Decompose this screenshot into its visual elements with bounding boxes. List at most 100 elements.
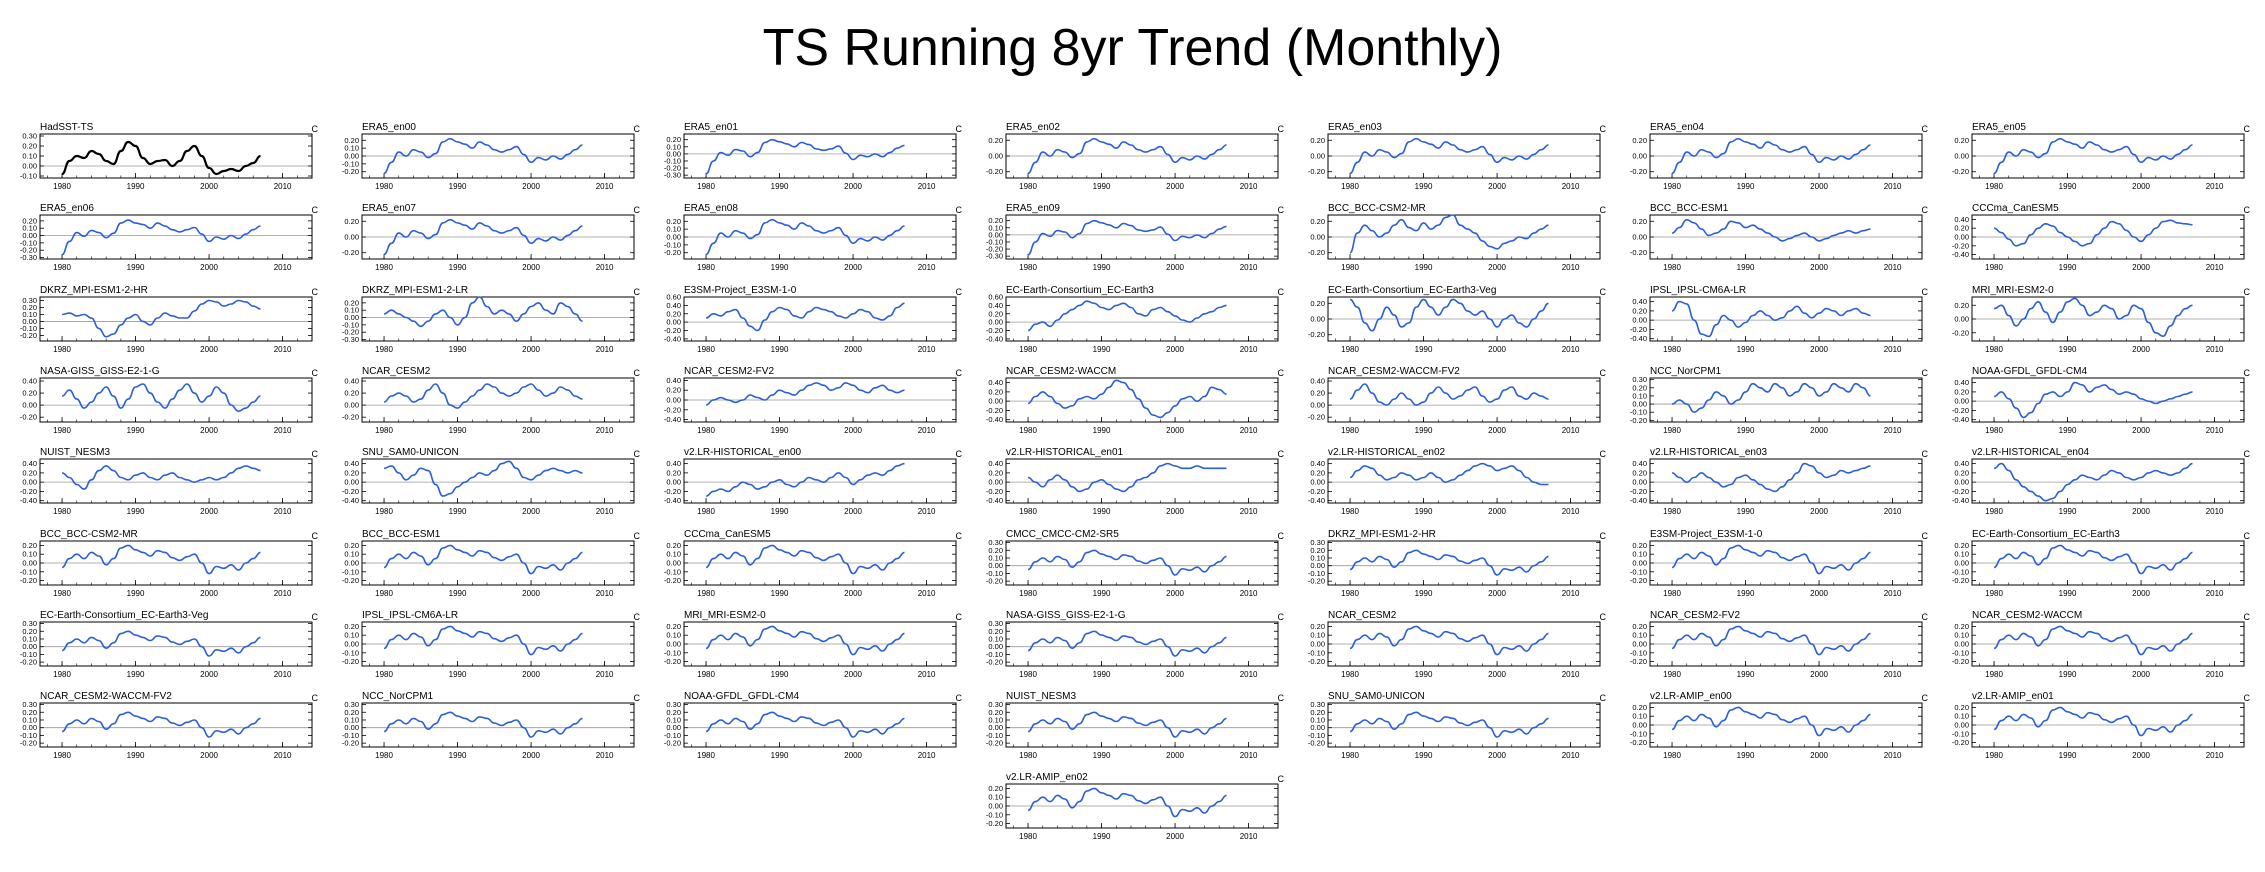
y-tick-label: 0.30 bbox=[344, 700, 359, 709]
y-tick-label: 0.40 bbox=[22, 376, 37, 385]
panel-plot: 0.200.100.00-0.10-0.20 1980 1990 2000 2010 bbox=[20, 540, 313, 598]
y-tick-label: 0.00 bbox=[988, 152, 1003, 161]
x-tick-label: 1990 bbox=[771, 751, 789, 760]
x-tick-label: 1990 bbox=[449, 426, 467, 435]
panel-title: v2.LR-AMIP_en00 bbox=[1650, 691, 1732, 703]
x-tick-label: 2010 bbox=[1240, 589, 1258, 598]
panel-plot: 0.200.100.00-0.10-0.20 1980 1990 2000 2010 bbox=[342, 540, 635, 598]
plot-frame bbox=[1971, 377, 2245, 423]
panel-title: BCC_BCC-CSM2-MR bbox=[1328, 203, 1426, 215]
x-tick-label: 2000 bbox=[522, 263, 540, 272]
y-tick-label: 0.20 bbox=[1954, 703, 1969, 712]
unit-label: C bbox=[633, 530, 641, 541]
series-line bbox=[705, 219, 905, 256]
x-tick-label: 1990 bbox=[2059, 263, 2077, 272]
x-tick-label: 1980 bbox=[1663, 182, 1681, 191]
y-tick-label: -0.20 bbox=[20, 331, 37, 340]
y-tick-label: 0.20 bbox=[22, 627, 37, 636]
panel-plot: 0.400.200.00-0.20-0.40 1980 1990 2000 2010 bbox=[1630, 458, 1923, 516]
y-tick-label: 0.00 bbox=[1954, 397, 1969, 406]
panel-plot: 0.200.100.00-0.10-0.20 1980 1990 2000 2010 bbox=[1952, 702, 2245, 760]
y-tick-label: -0.20 bbox=[664, 326, 681, 335]
panel-title: SNU_SAM0-UNICON bbox=[362, 447, 459, 459]
x-tick-label: 1980 bbox=[1019, 751, 1037, 760]
y-tick-label: -0.20 bbox=[1952, 576, 1969, 585]
x-tick-label: 2010 bbox=[1884, 670, 1902, 679]
x-tick-label: 2010 bbox=[2206, 751, 2224, 760]
x-tick-label: 2010 bbox=[1240, 263, 1258, 272]
x-tick-label: 1980 bbox=[53, 345, 71, 354]
x-tick-label: 2000 bbox=[522, 751, 540, 760]
y-tick-label: -0.10 bbox=[20, 239, 37, 248]
panel-plot: 0.300.200.100.00-0.10-0.20 1980 1990 2000 20… bbox=[20, 619, 313, 679]
x-tick-label: 2010 bbox=[1240, 751, 1258, 760]
x-tick-label: 1990 bbox=[1737, 751, 1755, 760]
y-tick-label: 0.00 bbox=[344, 478, 359, 487]
chart-panel: NCAR_CESM2-FV2 C bbox=[1648, 610, 1928, 674]
panel-title: NOAA-GFDL_GFDL-CM4 bbox=[684, 691, 800, 703]
y-tick-label: -0.20 bbox=[1952, 657, 1969, 666]
x-tick-label: 1990 bbox=[2059, 182, 2077, 191]
y-tick-label: -0.10 bbox=[342, 320, 359, 329]
y-tick-label: 0.00 bbox=[22, 401, 37, 410]
x-tick-label: 1980 bbox=[1019, 589, 1037, 598]
x-tick-label: 1980 bbox=[1341, 507, 1359, 516]
chart-panel: v2.LR-AMIP_en02 C bbox=[1004, 772, 1284, 836]
chart-panel: MRI_MRI-ESM2-0 C bbox=[1970, 285, 2250, 349]
y-tick-label: 0.40 bbox=[1954, 378, 1969, 387]
chart-panel: NCAR_CESM2-WACCM-FV2 C bbox=[38, 691, 318, 755]
y-tick-label: -0.20 bbox=[1308, 487, 1325, 496]
y-tick-label: 0.20 bbox=[344, 540, 359, 549]
x-tick-label: 2010 bbox=[1562, 182, 1580, 191]
y-tick-label: 0.00 bbox=[1310, 314, 1325, 323]
y-tick-label: 0.10 bbox=[1310, 716, 1325, 725]
unit-label: C bbox=[311, 693, 319, 704]
x-tick-label: 2000 bbox=[2132, 670, 2150, 679]
y-tick-label: 0.00 bbox=[1310, 478, 1325, 487]
chart-panel: EC-Earth-Consortium_EC-Earth3-Veg C bbox=[1326, 285, 1606, 349]
y-tick-label: -0.10 bbox=[664, 731, 681, 740]
y-tick-label: 0.40 bbox=[666, 376, 681, 385]
y-tick-label: 0.00 bbox=[666, 149, 681, 158]
x-tick-label: 1980 bbox=[1019, 263, 1037, 272]
y-tick-label: -0.10 bbox=[664, 648, 681, 657]
panel-title: EC-Earth-Consortium_EC-Earth3 bbox=[1972, 528, 2120, 540]
chart-panel: DKRZ_MPI-ESM1-2-HR C bbox=[1326, 529, 1606, 593]
y-tick-label: -0.40 bbox=[986, 415, 1003, 424]
panel-title: BCC_BCC-ESM1 bbox=[1650, 203, 1729, 215]
unit-label: C bbox=[1277, 774, 1285, 785]
unit-label: C bbox=[1921, 286, 1929, 297]
x-tick-label: 1990 bbox=[1093, 345, 1111, 354]
y-tick-label: 0.30 bbox=[988, 700, 1003, 709]
x-tick-label: 1980 bbox=[697, 426, 715, 435]
chart-panel: ERA5_en08 C bbox=[682, 203, 962, 267]
series-line bbox=[1671, 219, 1871, 242]
panel-plot: 0.200.100.00-0.10-0.20 1980 1990 2000 2010 bbox=[1952, 540, 2245, 598]
y-tick-label: -0.40 bbox=[1952, 496, 1969, 505]
y-tick-label: 0.20 bbox=[666, 217, 681, 226]
x-tick-label: 1980 bbox=[697, 589, 715, 598]
x-tick-label: 2000 bbox=[1166, 426, 1184, 435]
y-tick-label: -0.10 bbox=[20, 172, 37, 181]
x-tick-label: 2000 bbox=[1810, 182, 1828, 191]
panel-title: NCAR_CESM2-WACCM bbox=[1006, 365, 1117, 377]
unit-label: C bbox=[955, 286, 963, 297]
y-tick-label: 0.10 bbox=[988, 634, 1003, 643]
y-tick-label: 0.20 bbox=[344, 708, 359, 717]
y-tick-label: 0.10 bbox=[1954, 630, 1969, 639]
panel-plot: 0.300.200.100.00-0.10-0.20 1980 1990 2000 20… bbox=[986, 619, 1279, 679]
panel-plot: 0.200.100.00-0.10-0.20-0.30 1980 1990 2000 2… bbox=[20, 214, 313, 272]
x-tick-label: 1980 bbox=[53, 670, 71, 679]
series-line bbox=[1349, 214, 1549, 254]
x-tick-label: 2010 bbox=[918, 670, 936, 679]
x-tick-label: 1990 bbox=[1737, 345, 1755, 354]
x-tick-label: 1990 bbox=[1737, 182, 1755, 191]
x-tick-label: 2010 bbox=[274, 751, 292, 760]
chart-panel: SNU_SAM0-UNICON C bbox=[360, 447, 640, 511]
x-tick-label: 1990 bbox=[449, 589, 467, 598]
series-line bbox=[1027, 379, 1227, 419]
y-tick-label: -0.20 bbox=[1952, 242, 1969, 251]
chart-panel: v2.LR-HISTORICAL_en00 C bbox=[682, 447, 962, 511]
panel-plot: 0.300.200.100.00-0.10-0.20 1980 1990 2000 20… bbox=[20, 700, 313, 760]
x-tick-label: 1990 bbox=[2059, 751, 2077, 760]
